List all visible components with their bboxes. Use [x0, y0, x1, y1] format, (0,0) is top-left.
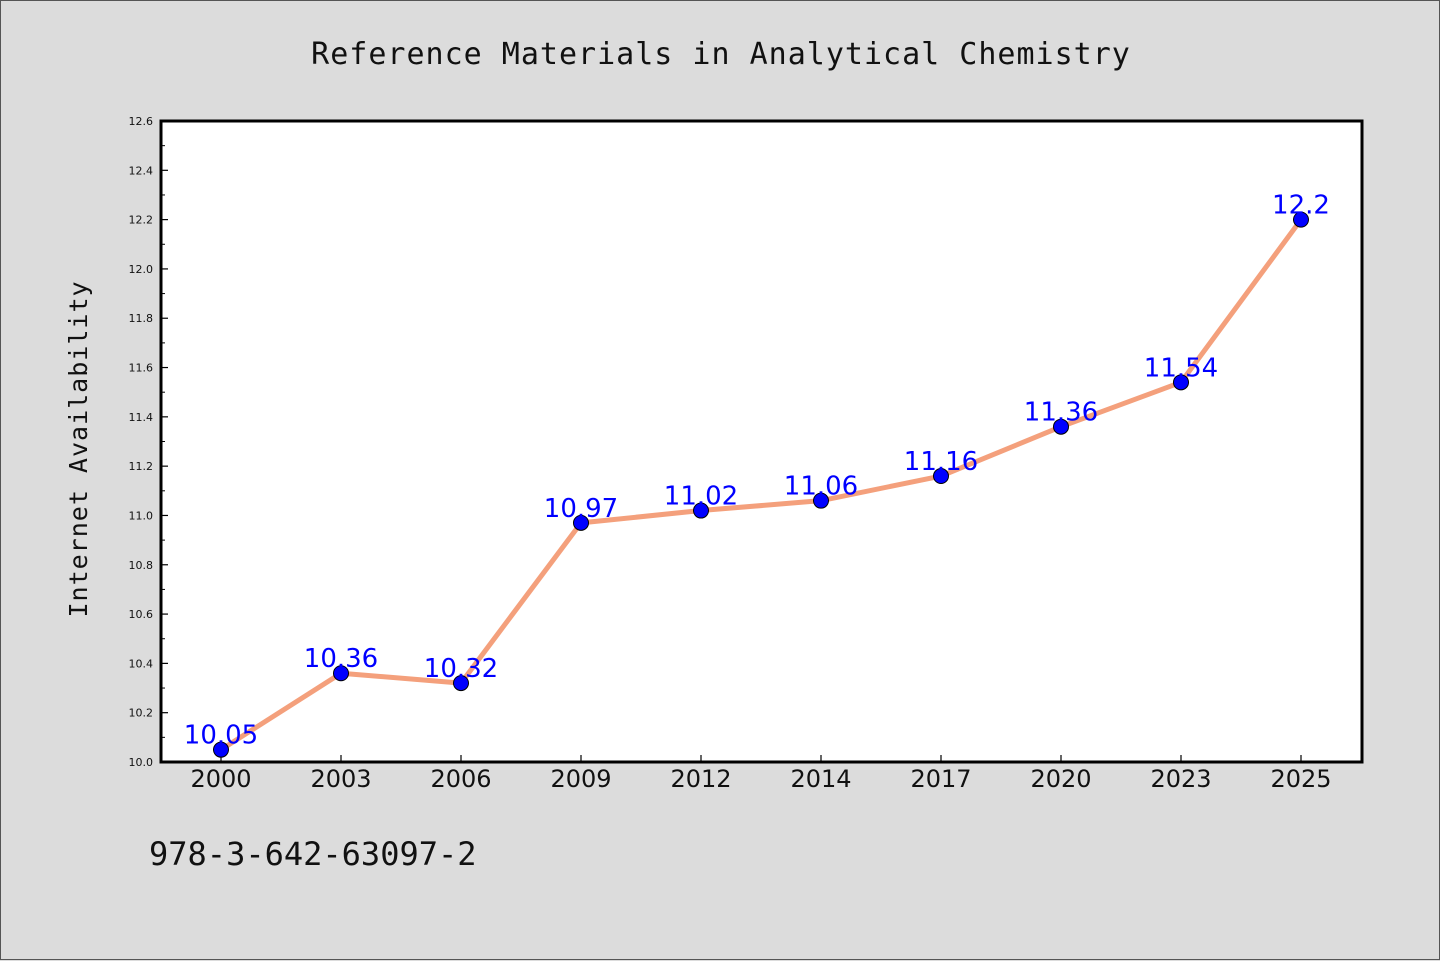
- y-tick-label: 12.0: [129, 263, 154, 276]
- data-point: [213, 741, 229, 758]
- data-point: [1293, 211, 1309, 228]
- data-point: [453, 675, 469, 692]
- x-tick-label: 2006: [430, 765, 491, 793]
- plot-border: [159, 119, 1364, 764]
- x-tick-label: 2003: [310, 765, 371, 793]
- data-label: 11.06: [784, 472, 858, 502]
- x-tick-label: 2017: [910, 765, 971, 793]
- chart-title: Reference Materials in Analytical Chemis…: [311, 37, 1131, 72]
- data-point: [933, 468, 949, 485]
- y-axis-label: Internet Availability: [64, 280, 93, 617]
- data-point: [693, 502, 709, 519]
- y-tick-label: 10.2: [129, 707, 154, 720]
- data-label: 10.05: [184, 721, 258, 751]
- x-tick-label: 2009: [550, 765, 611, 793]
- data-label: 11.54: [1144, 353, 1218, 383]
- y-tick-label: 11.8: [129, 312, 154, 325]
- y-tick-label: 12.6: [129, 115, 154, 128]
- data-label: 10.97: [544, 494, 618, 524]
- data-label: 10.32: [424, 654, 498, 684]
- y-tick-label: 12.2: [129, 214, 154, 227]
- plot-area: [161, 121, 1362, 762]
- isbn-label: 978-3-642-63097-2: [149, 835, 477, 873]
- y-tick-label: 11.4: [129, 411, 154, 424]
- series-layer: 10.05 10.36 10.32 10.97 11.02 11.06 11.16 11.36…: [184, 191, 1330, 758]
- y-tick-label: 10.4: [129, 657, 154, 670]
- y-tick-label: 11.2: [129, 460, 154, 473]
- y-tick-label: 10.8: [129, 559, 154, 572]
- data-point: [573, 514, 589, 531]
- x-tick-label: 2012: [670, 765, 731, 793]
- data-point: [333, 665, 349, 682]
- y-tick-label: 12.4: [129, 164, 154, 177]
- x-tick-label: 2023: [1150, 765, 1211, 793]
- x-tick-label: 2020: [1030, 765, 1091, 793]
- data-label: 11.02: [664, 482, 738, 512]
- data-label: 12.2: [1272, 191, 1330, 221]
- series-line: [218, 217, 1304, 753]
- y-tick-label: 11.0: [129, 509, 154, 522]
- y-tick-label: 10.0: [129, 756, 154, 769]
- data-point: [813, 492, 829, 509]
- x-tick-label: 2025: [1270, 765, 1331, 793]
- x-axis-ticks: 2000 2003 2006 2009 2012 2014 2017 2020 2023 2025: [190, 755, 1332, 793]
- y-tick-label: 10.6: [129, 608, 154, 621]
- y-tick-label: 11.6: [129, 362, 154, 375]
- data-label: 11.36: [1024, 398, 1098, 428]
- y-axis-ticks: 10.0 10.2 10.4 10.6 10.8 11.0 11.2 11.4 11.6 11.8…: [129, 115, 168, 769]
- data-label: 10.36: [304, 644, 378, 674]
- data-label: 11.16: [904, 447, 978, 477]
- data-point: [1053, 418, 1069, 435]
- x-tick-label: 2014: [790, 765, 851, 793]
- x-tick-label: 2000: [190, 765, 251, 793]
- data-point: [1173, 374, 1189, 391]
